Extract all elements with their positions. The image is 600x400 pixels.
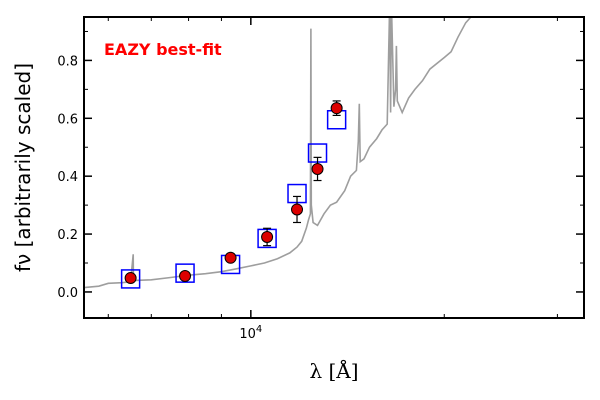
model-flux-square [120,269,141,289]
y-tick-label: 0.8 [57,54,78,69]
y-tick-label: 0.0 [57,286,78,301]
observed-flux-point [179,270,192,283]
observed-flux-point [261,230,274,243]
y-axis-label: fν [arbitrarily scaled] [11,63,35,272]
y-tick-label: 0.4 [57,170,78,185]
observed-flux-point [311,162,324,175]
observed-flux-point [224,251,237,264]
x-tick-label: 104 [239,324,262,342]
annotation-text: EAZY best-fit [104,40,222,59]
observed-flux-point [330,102,343,115]
y-tick-label: 0.6 [57,112,78,127]
plot-frame [83,16,585,319]
observed-flux-point [124,272,137,285]
tick-layer: 0.0 0.2 0.4 0.6 0.8 104 [57,17,584,342]
plot-area [84,17,472,289]
y-tick-label: 0.2 [57,228,78,243]
x-axis-label: λ [Å] [309,358,358,383]
model-flux-square [175,263,195,283]
observed-flux-point [291,203,304,216]
spectrum-line [84,17,472,289]
